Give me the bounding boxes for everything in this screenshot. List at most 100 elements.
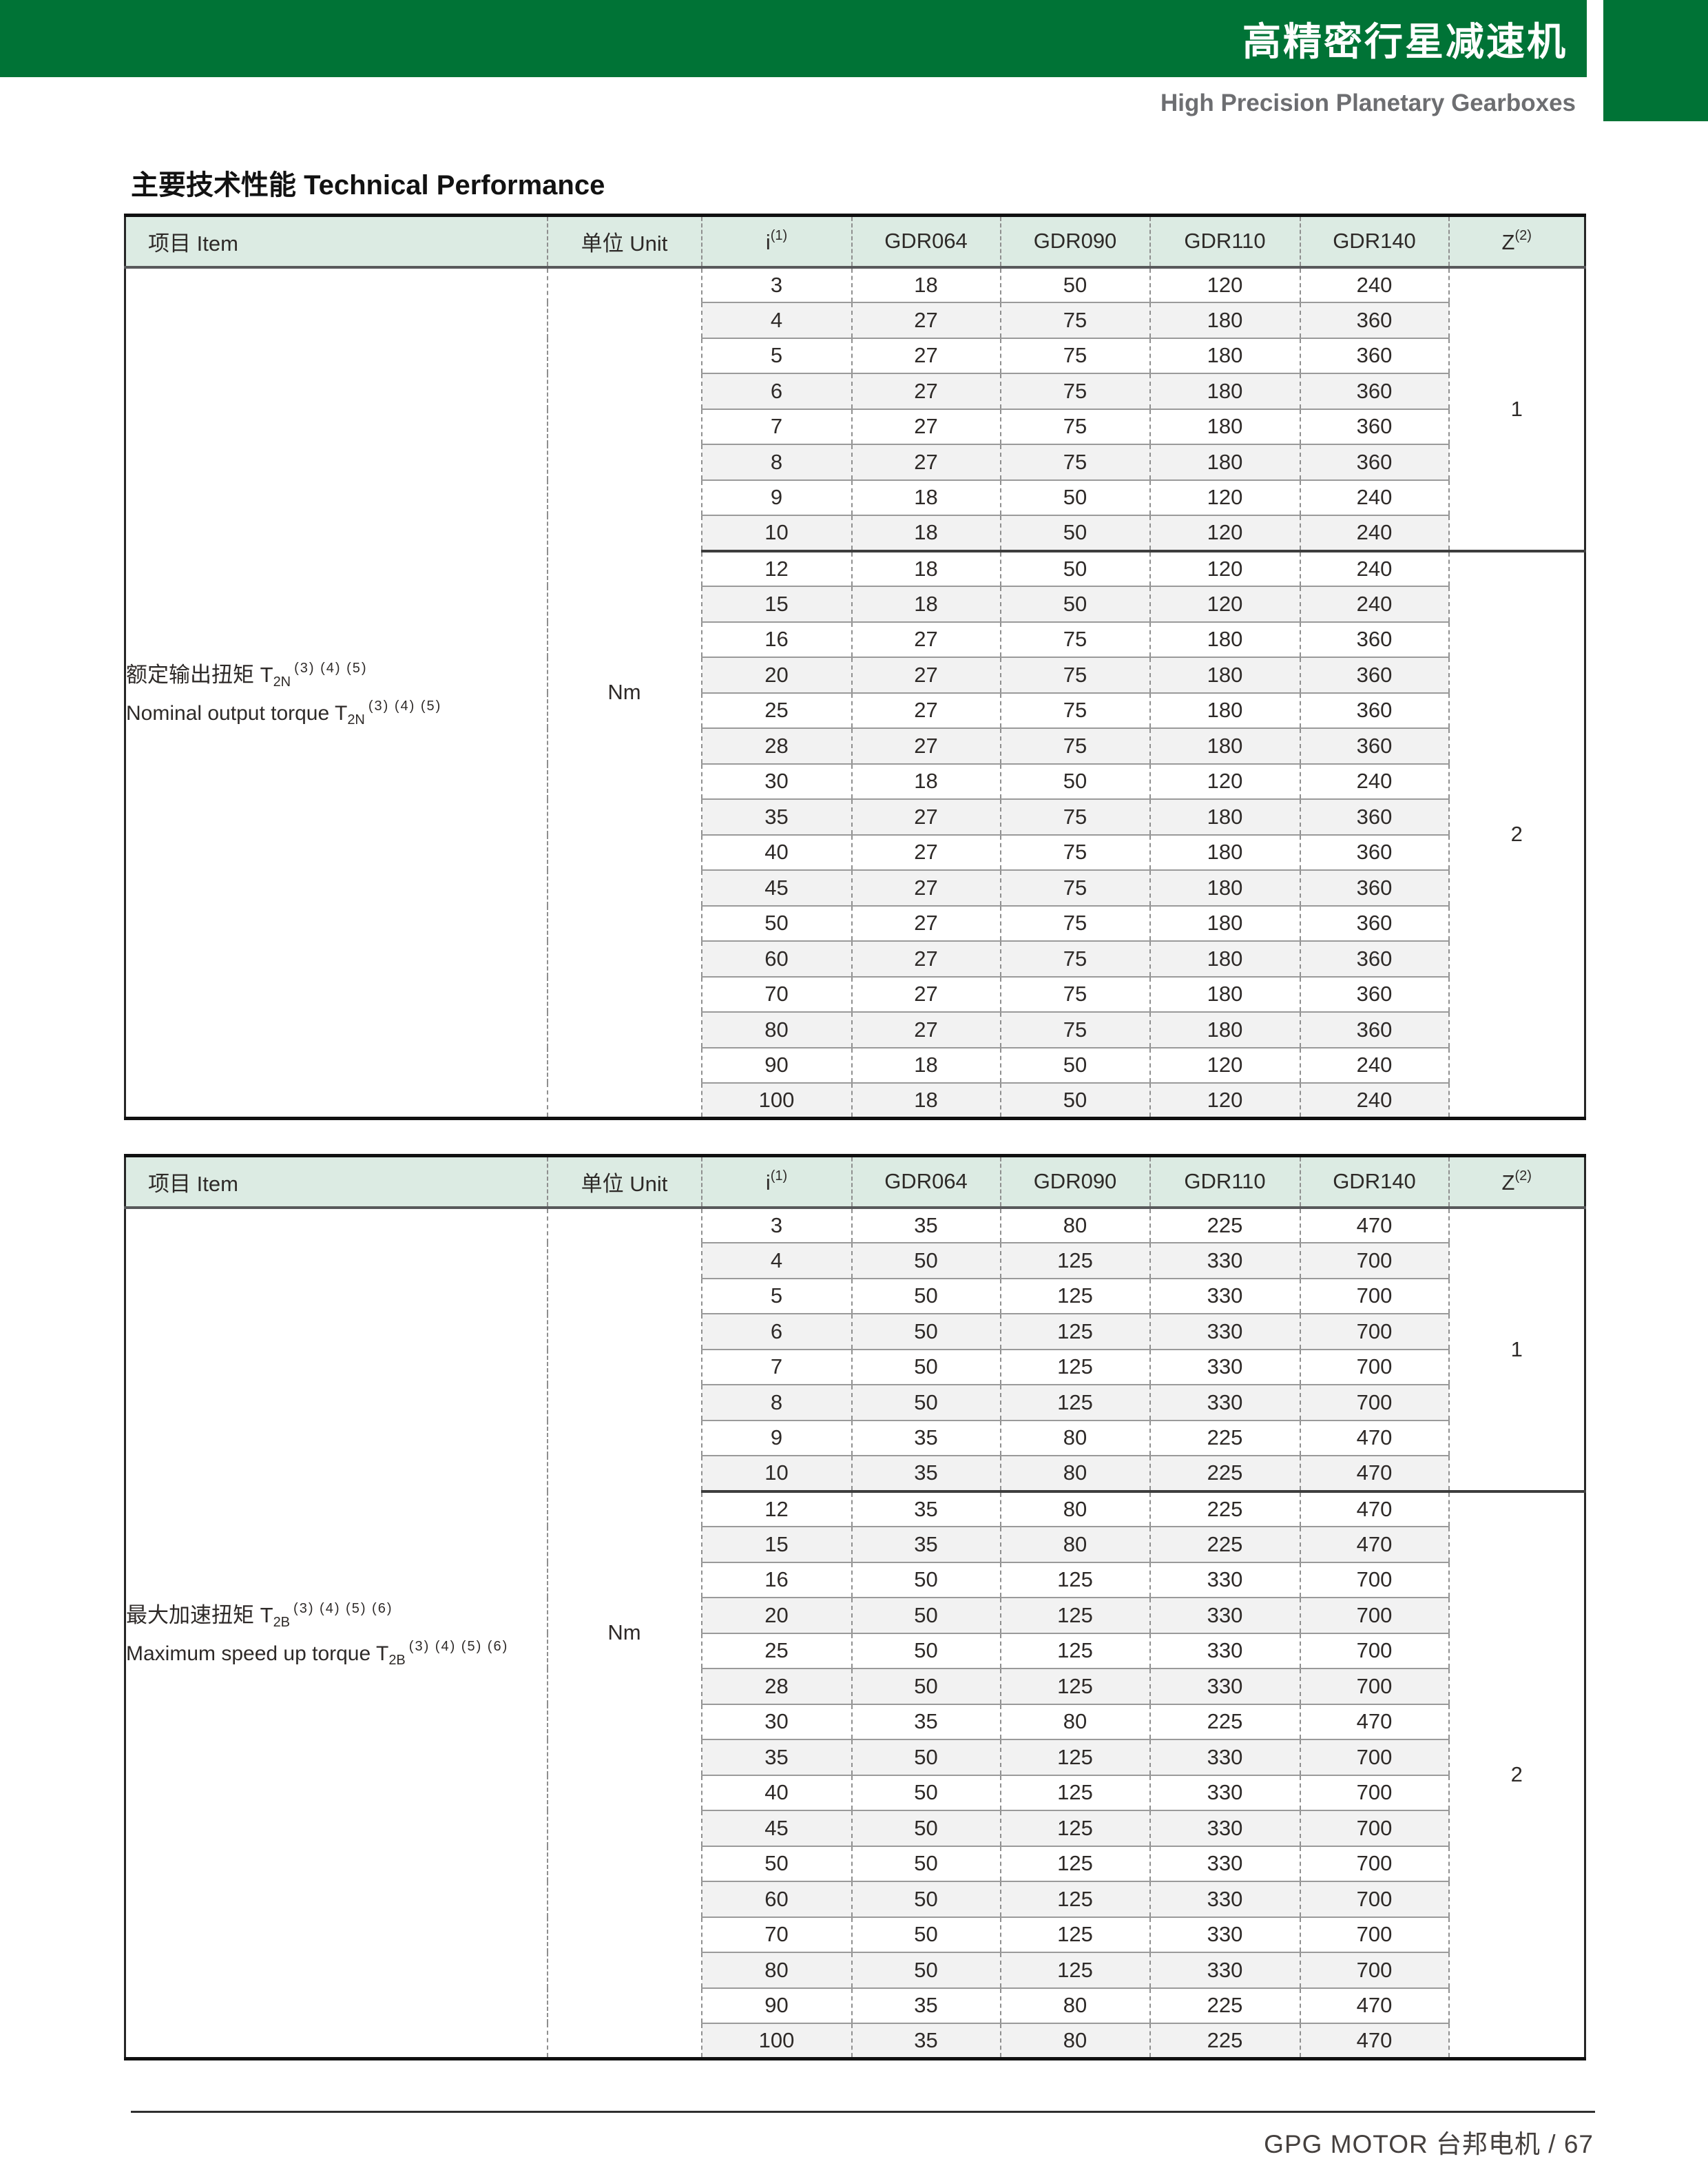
ratio-cell: 15	[701, 1526, 853, 1562]
torque-value-cell: 80	[1000, 1455, 1151, 1491]
table-row: 10 35 80 225 470	[125, 1455, 1585, 1491]
ratio-cell: 25	[701, 692, 853, 728]
item-label-footnotes: (3) (4) (5) (6)	[293, 1600, 393, 1616]
ratio-cell: 12	[701, 1489, 853, 1527]
z-stage-cell: 1	[1448, 1207, 1585, 1491]
table-row: 7 27 75 180 360	[125, 408, 1585, 444]
torque-value-cell: 360	[1300, 834, 1450, 870]
torque-value-cell: 75	[1000, 302, 1151, 338]
torque-value-cell: 80	[1000, 1489, 1151, 1527]
col-header-gdr064: GDR064	[851, 215, 1001, 269]
ratio-cell: 40	[701, 834, 853, 870]
ratio-cell: 60	[701, 1881, 853, 1917]
torque-value-cell: 120	[1149, 515, 1301, 551]
ratio-cell: 60	[701, 940, 853, 977]
ratio-cell: 80	[701, 1952, 853, 1988]
torque-value-cell: 18	[851, 549, 1001, 586]
torque-value-cell: 125	[1000, 1597, 1151, 1633]
torque-value-cell: 180	[1149, 975, 1301, 1012]
item-label-text: Maximum speed up torque T	[126, 1642, 389, 1665]
torque-value-cell: 125	[1000, 1277, 1151, 1314]
spec-table: 项目 Item 单位 Unit i(1) GDR064 GDR090 GDR11…	[124, 1154, 1586, 2060]
table-row: 5 50 125 330 700	[125, 1277, 1585, 1314]
torque-value-cell: 700	[1300, 1774, 1450, 1810]
table-row: 8 50 125 330 700	[125, 1384, 1585, 1421]
torque-value-cell: 470	[1300, 1419, 1450, 1456]
torque-value-cell: 50	[851, 1384, 1001, 1421]
torque-value-cell: 27	[851, 727, 1001, 764]
torque-value-cell: 18	[851, 479, 1001, 515]
unit-cell: Nm	[547, 1207, 702, 2059]
torque-value-cell: 80	[1000, 1703, 1151, 1739]
torque-value-cell: 180	[1149, 657, 1301, 693]
torque-value-cell: 27	[851, 302, 1001, 338]
torque-value-cell: 470	[1300, 1489, 1450, 1527]
torque-value-cell: 35	[851, 1489, 1001, 1527]
torque-value-cell: 50	[851, 1881, 1001, 1917]
torque-value-cell: 700	[1300, 1952, 1450, 1988]
torque-value-cell: 27	[851, 621, 1001, 657]
table-row: 40 50 125 330 700	[125, 1774, 1585, 1810]
col-header-gdr110: GDR110	[1149, 1155, 1301, 1209]
torque-value-cell: 240	[1300, 267, 1450, 302]
ratio-cell: 28	[701, 727, 853, 764]
table-row: 4 50 125 330 700	[125, 1242, 1585, 1279]
torque-value-cell: 125	[1000, 1561, 1151, 1598]
torque-value-cell: 360	[1300, 905, 1450, 941]
item-cell: 额定输出扭矩 T2N(3) (4) (5) Nominal output torq…	[125, 267, 548, 1119]
torque-value-cell: 50	[851, 1313, 1001, 1350]
torque-value-cell: 180	[1149, 727, 1301, 764]
torque-value-cell: 240	[1300, 1046, 1450, 1083]
torque-value-cell: 35	[851, 1526, 1001, 1562]
torque-value-cell: 75	[1000, 975, 1151, 1012]
torque-value-cell: 225	[1149, 1703, 1301, 1739]
torque-value-cell: 225	[1149, 2023, 1301, 2059]
torque-value-cell: 360	[1300, 621, 1450, 657]
torque-value-cell: 225	[1149, 1419, 1301, 1456]
torque-value-cell: 700	[1300, 1881, 1450, 1917]
col-header-gdr090: GDR090	[1000, 1155, 1151, 1209]
torque-value-cell: 27	[851, 337, 1001, 373]
table-row: 45 27 75 180 360	[125, 869, 1585, 906]
torque-value-cell: 360	[1300, 692, 1450, 728]
table-row: 20 50 125 330 700	[125, 1597, 1585, 1633]
torque-value-cell: 50	[851, 1845, 1001, 1881]
ratio-cell: 9	[701, 479, 853, 515]
torque-value-cell: 50	[1000, 267, 1151, 302]
table-row: 100 35 80 225 470	[125, 2023, 1585, 2059]
item-label-en: Maximum speed up torque T2B(3) (4) (5) (…	[126, 1639, 547, 1669]
ratio-cell: 3	[701, 1207, 853, 1243]
col-header-z: Z(2)	[1448, 1155, 1585, 1209]
torque-value-cell: 75	[1000, 657, 1151, 693]
header-banner: 高精密行星减速机	[0, 0, 1587, 77]
table-row: 50 27 75 180 360	[125, 905, 1585, 941]
col-header-gdr140: GDR140	[1300, 215, 1450, 269]
table-nominal-output-torque: 项目 Item 单位 Unit i(1) GDR064 GDR090 GDR11…	[124, 214, 1586, 1120]
table-row: 25 50 125 330 700	[125, 1632, 1585, 1669]
torque-value-cell: 80	[1000, 1207, 1151, 1243]
item-label-footnotes: (3) (4) (5) (6)	[408, 1638, 509, 1654]
page-title-zh: 高精密行星减速机	[1242, 19, 1568, 63]
ratio-cell: 70	[701, 975, 853, 1012]
torque-value-cell: 360	[1300, 337, 1450, 373]
torque-value-cell: 330	[1149, 1384, 1301, 1421]
torque-value-cell: 180	[1149, 337, 1301, 373]
table-row: 30 35 80 225 470	[125, 1703, 1585, 1739]
torque-value-cell: 330	[1149, 1916, 1301, 1952]
torque-value-cell: 125	[1000, 1242, 1151, 1279]
torque-value-cell: 360	[1300, 975, 1450, 1012]
ratio-cell: 25	[701, 1632, 853, 1669]
torque-value-cell: 700	[1300, 1313, 1450, 1350]
table-row: 10 18 50 120 240	[125, 515, 1585, 551]
torque-value-cell: 700	[1300, 1597, 1450, 1633]
table-header-row: 项目 Item 单位 Unit i(1) GDR064 GDR090 GDR11…	[125, 215, 1585, 269]
col-header-gdr110: GDR110	[1149, 215, 1301, 269]
torque-value-cell: 330	[1149, 1632, 1301, 1669]
table-row: 40 27 75 180 360	[125, 834, 1585, 870]
torque-value-cell: 50	[851, 1952, 1001, 1988]
torque-value-cell: 75	[1000, 1011, 1151, 1048]
col-header-gdr064: GDR064	[851, 1155, 1001, 1209]
ratio-cell: 45	[701, 1810, 853, 1846]
torque-value-cell: 50	[1000, 763, 1151, 799]
torque-value-cell: 125	[1000, 1774, 1151, 1810]
